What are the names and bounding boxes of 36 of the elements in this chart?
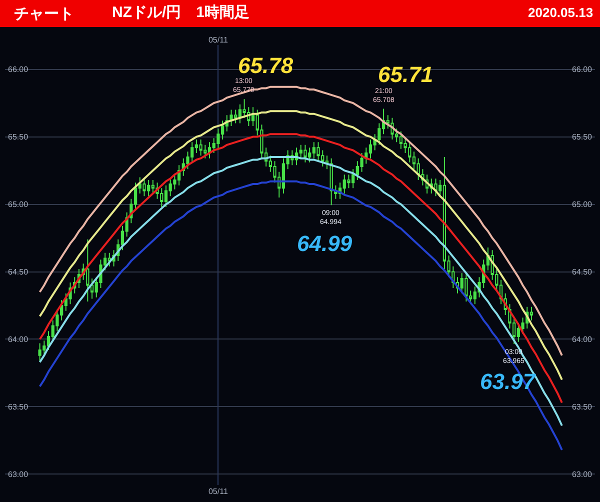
y2-tick-label: 64.00 [572, 335, 593, 344]
candlestick [208, 142, 212, 159]
y-tick-label: 63.00 [8, 470, 29, 479]
y2-tick-label: 65.50 [572, 132, 593, 142]
annotation: 65.71 [378, 62, 434, 87]
candlestick [86, 238, 90, 302]
text: 2020.05.13 [528, 5, 594, 20]
candlestick [142, 178, 146, 197]
annotation: 64.99 [297, 231, 353, 256]
y-tick-label: 64.50 [8, 268, 29, 277]
candlestick [304, 144, 307, 163]
y-tick-label: 64.00 [8, 335, 29, 344]
y2-tick-label: 64.50 [572, 268, 593, 277]
y-tick-label: 63.50 [8, 402, 29, 412]
chart-subtitle: NZドル/円 1時間足 [112, 4, 250, 21]
line-series [38, 180, 563, 451]
line-series [38, 86, 563, 356]
category-label: 05/11 [208, 35, 228, 44]
y2-tick-label: 65.00 [572, 200, 593, 210]
line-series [38, 156, 563, 427]
y2-tick-label: 66.00 [572, 65, 593, 74]
y-tick-label: 65.50 [8, 132, 29, 142]
candlestick [230, 109, 233, 126]
candlestick [399, 130, 403, 150]
candlestick [38, 342, 42, 362]
y-tick-label: 65.00 [8, 200, 29, 210]
y2-tick-label: 63.00 [572, 470, 593, 479]
y2-tick-label: 63.50 [572, 402, 593, 412]
candlestick [199, 138, 202, 156]
annotation: 65.78 [238, 53, 294, 78]
y-tick-label: 66.00 [8, 65, 29, 74]
line-series [38, 133, 563, 404]
candlestick [90, 278, 94, 300]
chart-title: チャート [14, 5, 74, 22]
candlestick [464, 272, 468, 302]
candlestick [108, 252, 111, 267]
